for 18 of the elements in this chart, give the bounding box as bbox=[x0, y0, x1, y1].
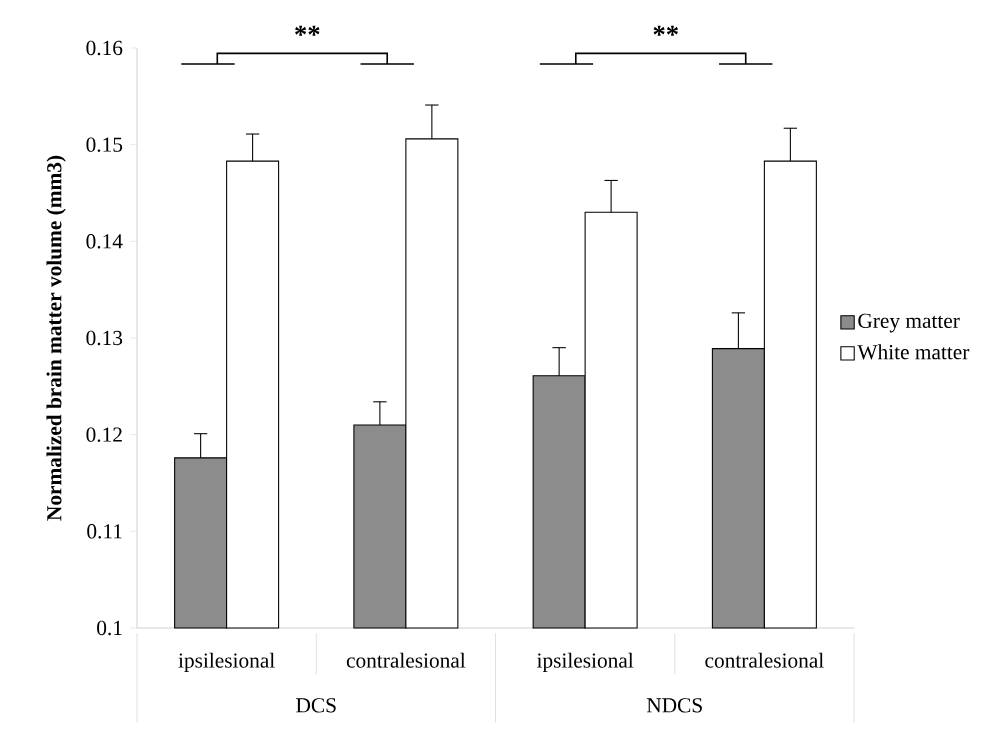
text: ** bbox=[295, 25, 320, 36]
y-tick-label: 0.14 bbox=[86, 234, 123, 249]
y-tick-label: 0.13 bbox=[86, 330, 123, 346]
x-tick-label: ipsilesional bbox=[178, 652, 275, 673]
x-tick-label: contralesional bbox=[705, 652, 824, 668]
text: ** bbox=[653, 25, 679, 36]
text: NDCS bbox=[646, 698, 702, 713]
y-tick-label: 0.16 bbox=[86, 40, 123, 56]
x-tick-label: contralesional bbox=[346, 652, 466, 668]
legend-label: Grey matter bbox=[858, 313, 960, 333]
x-tick-label: ipsilesional bbox=[536, 652, 634, 673]
y-tick-label: 0.12 bbox=[86, 427, 122, 442]
y-axis-title: Normalized brain matter volume (mm3) bbox=[46, 155, 66, 521]
text: DCS bbox=[296, 698, 336, 713]
legend-label: White matter bbox=[857, 344, 970, 360]
y-tick-label: 0.15 bbox=[86, 137, 123, 152]
y-tick-label: 0.1 bbox=[97, 620, 122, 636]
y-tick-label: 0.11 bbox=[87, 524, 122, 539]
